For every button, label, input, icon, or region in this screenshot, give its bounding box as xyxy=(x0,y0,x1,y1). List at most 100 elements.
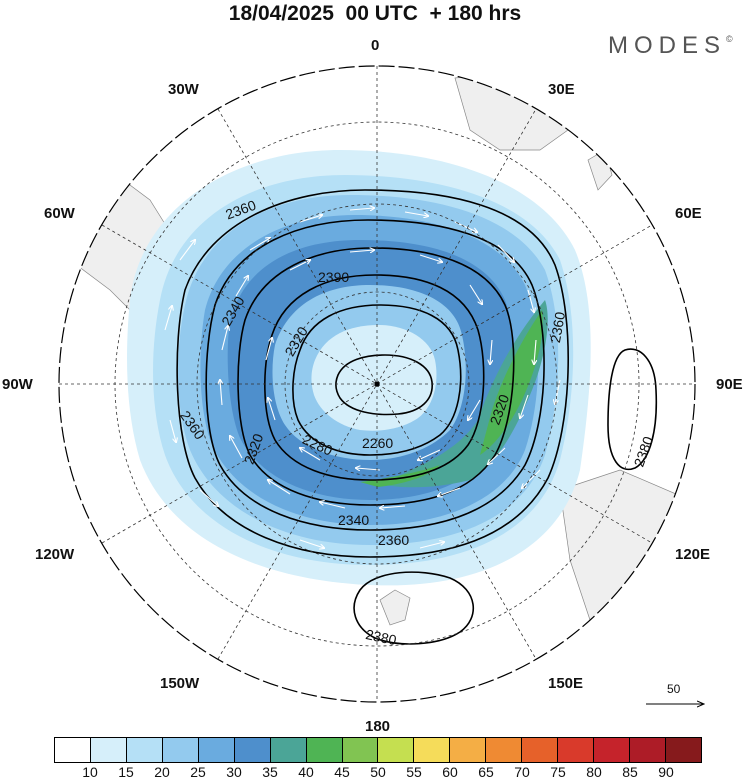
colorbar-swatch xyxy=(414,738,451,762)
lon-label-180: 180 xyxy=(365,718,390,735)
contour-label: 2260 xyxy=(362,435,393,451)
wind-arrow xyxy=(299,539,324,548)
wind-arrow xyxy=(419,542,444,549)
contour-label: 2360 xyxy=(547,310,568,344)
wind-arrow xyxy=(349,208,374,210)
colorbar-swatch xyxy=(198,738,235,762)
reference-vector-label: 50 xyxy=(667,682,681,696)
lon-label-60w: 60W xyxy=(44,205,76,222)
colorbar-tick-label: 65 xyxy=(478,764,494,780)
madagascar-land xyxy=(587,149,613,191)
wind-arrow xyxy=(488,447,506,464)
wind-arrow xyxy=(179,240,195,261)
wind-arrow xyxy=(497,244,514,262)
tasmania-new-zealand-land xyxy=(379,589,411,626)
colorbar-tick-label: 35 xyxy=(262,764,278,780)
colorbar-swatch xyxy=(270,738,307,762)
colorbar-swatch xyxy=(90,738,127,762)
lon-label-150e: 150E xyxy=(548,675,583,692)
contour-label: 2380 xyxy=(364,626,398,648)
colorbar-tick-label: 25 xyxy=(190,764,206,780)
colorbar-tick-label: 60 xyxy=(442,764,458,780)
wind-arrow xyxy=(490,339,492,364)
wind-arrow xyxy=(522,469,541,488)
wind-arrow xyxy=(520,394,529,418)
wind-arrow xyxy=(268,398,276,421)
jet-core-45-south xyxy=(360,465,440,487)
colorbar-tick-label: 80 xyxy=(586,764,602,780)
wind-arrow xyxy=(527,289,534,312)
contour-2380-south xyxy=(353,571,474,645)
colorbar-tick-label: 85 xyxy=(622,764,638,780)
colorbar-swatch xyxy=(55,738,91,762)
colorbar-tick-label: 50 xyxy=(370,764,386,780)
colorbar-tick-label: 55 xyxy=(406,764,422,780)
colorbar-tick-label: 40 xyxy=(298,764,314,780)
longitude-labels: 0 30E 60E 90E 120E 150E 180 150W 120W 90… xyxy=(2,37,743,735)
wind-arrow xyxy=(230,436,243,459)
wind-arrow xyxy=(164,306,172,331)
jet-core-40 xyxy=(380,300,548,488)
lon-label-150w: 150W xyxy=(160,675,200,692)
wind-arrow xyxy=(199,489,218,506)
wind-arrow xyxy=(220,380,222,406)
wind-arrow xyxy=(320,502,346,509)
contour-label: 2360 xyxy=(378,532,409,548)
wind-arrow xyxy=(418,449,441,460)
meridian-120 xyxy=(101,224,653,544)
colorbar-swatch xyxy=(306,738,343,762)
lon-label-90w: 90W xyxy=(2,376,34,393)
colorbar-tick-label: 70 xyxy=(514,764,530,780)
contour-2300 xyxy=(264,274,485,481)
map-title: 18/04/2025 00 UTC + 180 hrs xyxy=(228,2,522,25)
contour-2380-east xyxy=(607,348,658,471)
colorbar-swatch xyxy=(594,738,630,762)
wind-speed-colorbar xyxy=(54,737,702,763)
wind-vectors xyxy=(164,208,561,549)
colorbar-swatch xyxy=(162,738,199,762)
polar-wind-map: 2360 2390 2340 2320 2360 2260 2280 2320 … xyxy=(2,37,743,735)
colorbar-tick-labels: 10 15 20 25 30 35 40 45 50 55 60 65 70 75 80 85 90 xyxy=(0,764,750,782)
meridian-150 xyxy=(217,108,537,660)
colorbar-swatch xyxy=(522,738,559,762)
wind-arrow xyxy=(268,480,291,495)
contour-2260 xyxy=(335,354,433,416)
jet-core-45 xyxy=(480,310,543,455)
colorbar-swatch xyxy=(450,738,487,762)
brand-name: MODES xyxy=(608,32,727,59)
reference-vector-arrow xyxy=(646,680,712,720)
colorbar-tick-label: 15 xyxy=(118,764,134,780)
wind-arrow xyxy=(534,339,536,364)
colorbar-swatch xyxy=(126,738,163,762)
colorbar-swatch xyxy=(558,738,595,762)
wind-arrow xyxy=(438,487,461,496)
brand-logo: MODES© xyxy=(608,32,733,60)
meridian-30 xyxy=(217,108,537,660)
wind-arrow xyxy=(169,419,176,442)
colorbar-swatch xyxy=(378,738,415,762)
contour-label: 2380 xyxy=(631,434,657,469)
colorbar-tick-label: 10 xyxy=(82,764,98,780)
wind-arrow xyxy=(299,215,322,223)
lon-label-60e: 60E xyxy=(675,205,702,222)
shade-core-10 xyxy=(311,325,437,431)
contour-2360 xyxy=(176,189,569,558)
wind-arrow xyxy=(349,250,374,252)
south-pole-dot xyxy=(374,381,380,387)
wind-arrow xyxy=(235,276,248,297)
map-boundary-ring xyxy=(58,65,696,703)
wind-arrow xyxy=(356,468,381,470)
colorbar-swatch xyxy=(665,738,701,762)
wind-arrow xyxy=(249,238,270,251)
colorbar-swatch xyxy=(234,738,271,762)
colorbar-tick-label: 20 xyxy=(154,764,170,780)
meridian-60 xyxy=(101,224,653,544)
wind-arrow xyxy=(300,448,321,461)
australia-land xyxy=(559,469,695,661)
wind-arrow xyxy=(469,284,482,304)
colorbar-tick-label: 45 xyxy=(334,764,350,780)
wind-arrow xyxy=(221,326,228,351)
wind-arrow xyxy=(419,254,442,262)
lon-label-30w: 30W xyxy=(168,81,200,98)
colorbar-swatch xyxy=(630,738,666,762)
